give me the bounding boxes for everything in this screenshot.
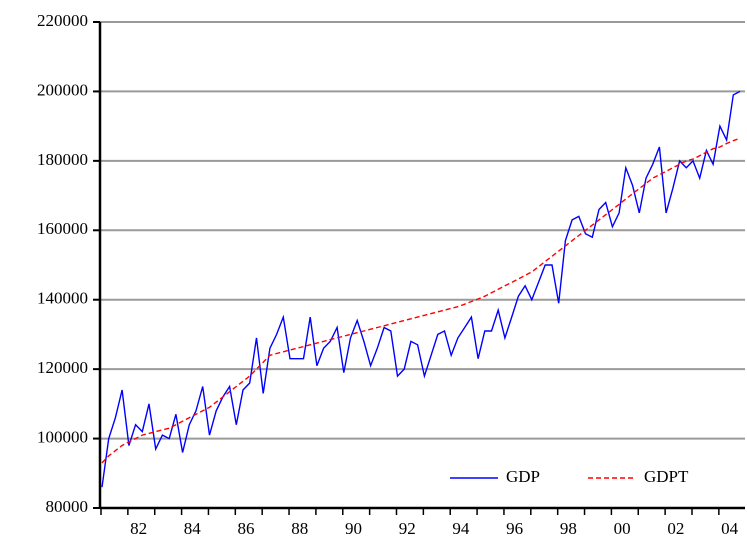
y-tick-label: 200000	[37, 80, 88, 99]
x-tick-label: 86	[238, 519, 255, 538]
legend-label: GDPT	[644, 467, 689, 486]
series-line	[101, 90, 741, 488]
y-tick-label: 120000	[37, 358, 88, 377]
x-tick-label: 94	[452, 519, 470, 538]
x-tick-label: 92	[399, 519, 416, 538]
y-tick-label: 180000	[37, 150, 88, 169]
x-tick-label: 82	[130, 519, 147, 538]
x-tick-label: 00	[614, 519, 631, 538]
x-tick-label: 02	[667, 519, 684, 538]
y-tick-label: 140000	[37, 289, 88, 308]
x-tick-label: 90	[345, 519, 362, 538]
y-tick-label: 160000	[37, 219, 88, 238]
legend-label: GDP	[506, 467, 540, 486]
x-tick-label: 04	[721, 519, 739, 538]
x-tick-label: 84	[184, 519, 202, 538]
y-tick-label: 100000	[37, 427, 88, 446]
x-tick-label: 98	[560, 519, 577, 538]
series-line	[101, 137, 741, 464]
y-tick-label: 80000	[46, 497, 89, 516]
y-tick-label: 220000	[37, 11, 88, 30]
x-tick-label: 88	[291, 519, 308, 538]
x-tick-label: 96	[506, 519, 523, 538]
